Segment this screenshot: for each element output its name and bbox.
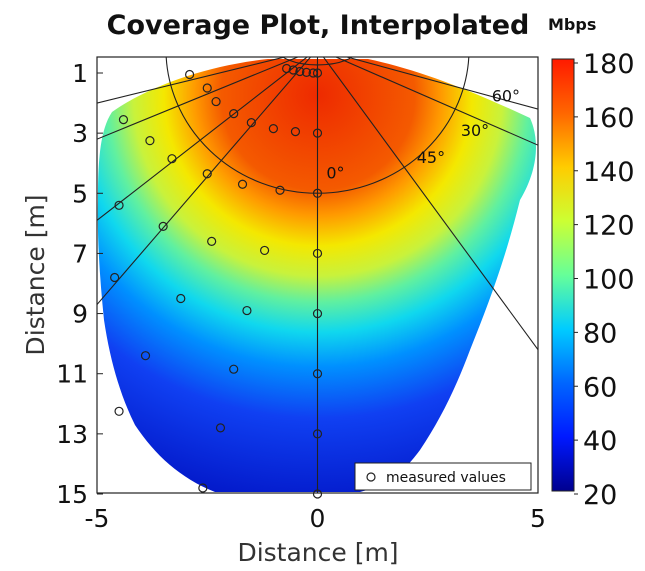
- measured-point: [140, 351, 151, 361]
- y-tick-label: 13: [56, 420, 88, 449]
- colorbar-unit: Mbps: [548, 15, 596, 34]
- legend: measured values: [354, 462, 532, 491]
- legend-box: [354, 462, 532, 491]
- legend-label: measured values: [386, 470, 506, 486]
- polar-arc-small: [282, 57, 353, 66]
- y-tick-label: 11: [56, 360, 88, 389]
- measured-point: [202, 83, 212, 93]
- measured-point: [145, 136, 155, 146]
- measured-point: [114, 200, 124, 210]
- colorbar-tick-label: 140: [583, 157, 635, 188]
- measured-point: [207, 236, 217, 246]
- measured-point: [198, 483, 208, 493]
- measured-point: [246, 118, 256, 128]
- measured-point: [312, 429, 323, 439]
- measured-point: [202, 169, 212, 179]
- coverage-surface: [97, 59, 536, 492]
- measured-point: [312, 369, 323, 379]
- y-tick-label: 15: [56, 480, 88, 509]
- measured-point: [118, 115, 129, 125]
- y-axis-label: Distance [m]: [21, 194, 50, 355]
- measured-point: [110, 272, 120, 283]
- x-tick-label: -5: [85, 504, 110, 533]
- y-tick-label: 3: [72, 119, 88, 148]
- heatmap-area: [97, 57, 538, 493]
- measured-point: [229, 108, 239, 119]
- measured-points: [110, 63, 323, 499]
- polar-ray: [322, 57, 538, 350]
- measured-point: [312, 308, 323, 319]
- polar-ray: [97, 57, 309, 221]
- measured-point: [114, 406, 124, 416]
- colorbar-tick-label: 160: [583, 103, 635, 134]
- colorbar-tick-label: 20: [583, 480, 617, 511]
- measured-point: [185, 69, 195, 80]
- colorbar-tick-label: 180: [583, 49, 635, 80]
- measured-point: [288, 65, 298, 75]
- colorbar-tick-label: 40: [583, 426, 617, 457]
- polar-gridlines: [97, 57, 538, 493]
- colorbar: [551, 58, 575, 492]
- measured-point: [312, 188, 323, 198]
- polar-arc: [165, 57, 470, 194]
- polar-ray: [97, 57, 300, 140]
- angle-label: 45°: [417, 148, 445, 167]
- measured-point: [295, 66, 305, 77]
- y-tick-label: 5: [72, 179, 88, 208]
- y-tick-label: 1: [72, 59, 88, 88]
- measured-point: [158, 221, 168, 231]
- colorbar-tick-label: 120: [583, 211, 635, 242]
- colorbar-tick-label: 100: [583, 265, 635, 296]
- y-tick-label: 7: [72, 239, 88, 268]
- y-tick-label: 9: [72, 300, 88, 329]
- angle-labels: 0° 30° 45° 60°: [326, 87, 520, 183]
- measured-point: [268, 124, 278, 134]
- x-tick-label: 0: [310, 504, 326, 533]
- measured-point: [215, 423, 226, 433]
- polar-ray: [97, 57, 287, 104]
- measured-point: [229, 364, 239, 374]
- measured-point: [290, 127, 301, 137]
- polar-ray: [97, 57, 312, 305]
- x-axis-label: Distance [m]: [237, 538, 398, 567]
- measured-point: [167, 154, 177, 164]
- x-ticks: -5 0 5: [85, 487, 546, 533]
- polar-ray: [344, 57, 538, 110]
- measured-point: [176, 293, 186, 304]
- measured-point: [312, 248, 323, 259]
- measured-point: [312, 68, 323, 78]
- measured-point: [237, 179, 248, 189]
- measured-point: [312, 128, 323, 138]
- polar-ray: [334, 57, 538, 146]
- colorbar-tick-label: 60: [583, 372, 617, 403]
- measured-point: [275, 185, 285, 195]
- measured-point: [211, 96, 221, 107]
- x-tick-label: 5: [530, 504, 546, 533]
- colorbar-tick-label: 80: [583, 318, 617, 349]
- measured-point: [282, 63, 292, 74]
- measured-point: [312, 489, 323, 499]
- measured-point: [301, 67, 312, 77]
- angle-label: 30°: [461, 121, 489, 140]
- colorbar-ticks: 180 160 140 120 100 80 60 40 20: [574, 49, 635, 511]
- angle-label: 0°: [326, 163, 344, 182]
- legend-marker: [366, 472, 376, 482]
- measured-point: [242, 305, 252, 316]
- measured-point: [259, 245, 270, 256]
- measured-point: [308, 68, 318, 78]
- angle-label: 60°: [492, 87, 520, 106]
- chart-title: Coverage Plot, Interpolated: [107, 10, 530, 41]
